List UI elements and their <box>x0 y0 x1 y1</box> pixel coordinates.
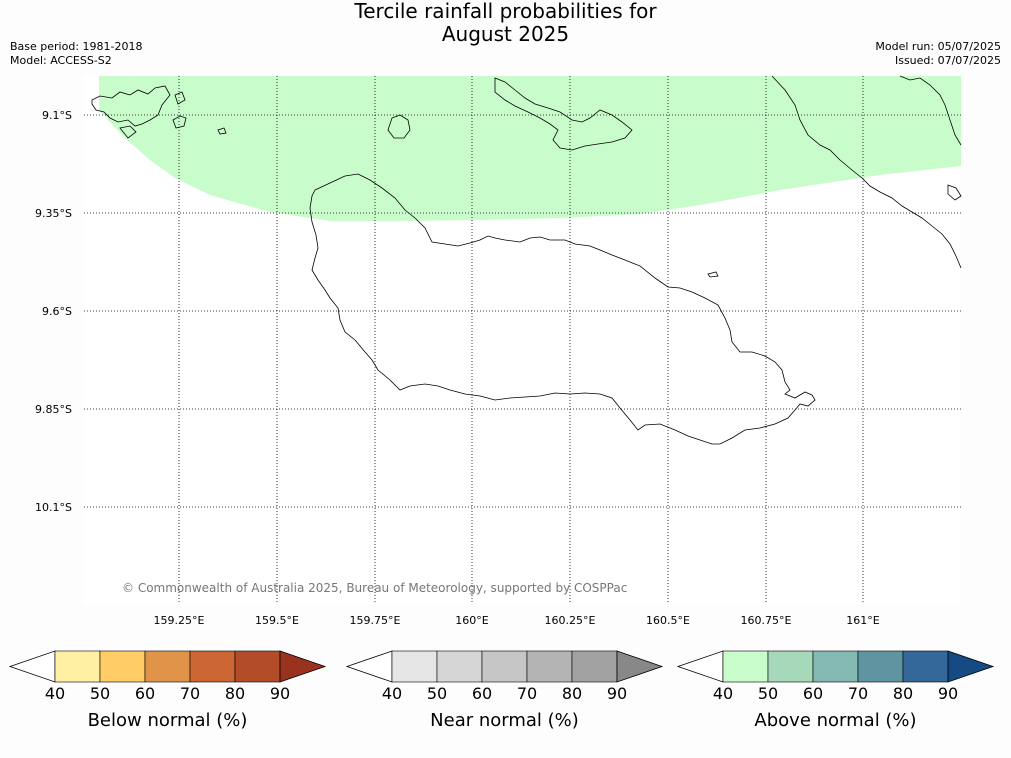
issued-date: Issued: 07/07/2025 <box>894 54 1001 67</box>
colorbar-extension-low <box>676 650 724 683</box>
lat-label: 10.1°S <box>35 501 72 514</box>
coastline-savo-island <box>387 114 411 139</box>
lon-label: 159.25°E <box>154 614 205 627</box>
colorbar-tick-label: 70 <box>848 684 868 703</box>
colorbar-tick-label: 50 <box>758 684 778 703</box>
coastline-nw-islet-2 <box>172 115 187 129</box>
colorbar-tick-label: 80 <box>893 684 913 703</box>
colorbar-segment <box>144 650 191 683</box>
lon-label: 159.5°E <box>255 614 299 627</box>
lon-label: 160°E <box>455 614 488 627</box>
colorbar-segment <box>189 650 236 683</box>
colorbar-segment <box>481 650 528 683</box>
coastline-nw-islet-3 <box>119 125 137 139</box>
colorbar-segment <box>99 650 146 683</box>
colorbar-segment <box>722 650 769 683</box>
colorbar-tick-label: 50 <box>427 684 447 703</box>
colorbar-extension-high <box>947 650 995 683</box>
map-title: Tercile rainfall probabilities for Augus… <box>0 0 1011 46</box>
model-name: Model: ACCESS-S2 <box>10 54 112 67</box>
model-run: Model run: 05/07/2025 <box>875 40 1001 53</box>
colorbar-segment <box>812 650 859 683</box>
base-period: Base period: 1981-2018 <box>10 40 143 53</box>
above-normal-shaded-region <box>99 76 961 221</box>
lat-label: 9.1°S <box>42 109 72 122</box>
coastline-islet-east <box>707 271 719 278</box>
lat-label: 9.6°S <box>42 305 72 318</box>
colorbar-label: Above normal (%) <box>754 710 916 731</box>
lon-label: 160.5°E <box>646 614 690 627</box>
lat-label: 9.85°S <box>35 403 72 416</box>
title-line-1: Tercile rainfall probabilities for <box>354 0 657 23</box>
colorbar-tick-label: 70 <box>180 684 200 703</box>
colorbar-near-normal: 40 50 60 70 80 90 Near normal (%) <box>345 650 664 731</box>
title-line-2: August 2025 <box>441 22 570 46</box>
colorbar-tick-label: 80 <box>562 684 582 703</box>
coastline-florida-islands <box>494 77 633 151</box>
coastline-malaita-north <box>899 75 962 146</box>
lon-label: 159.75°E <box>350 614 401 627</box>
colorbar-below-normal: 40 50 60 70 80 90 Below normal (%) <box>8 650 327 731</box>
colorbar-segment <box>571 650 618 683</box>
colorbar-extension-high <box>616 650 664 683</box>
colorbar-tick-label: 90 <box>270 684 290 703</box>
colorbar-extension-high <box>279 650 327 683</box>
meta-right: Model run: 05/07/2025 Issued: 07/07/2025 <box>875 40 1001 68</box>
lon-label: 161°E <box>846 614 879 627</box>
lon-label: 160.75°E <box>741 614 792 627</box>
colorbar-tick-label: 70 <box>517 684 537 703</box>
coastline-main-island <box>309 173 816 445</box>
colorbar-label: Below normal (%) <box>88 710 248 731</box>
coastlines <box>91 75 962 445</box>
colorbar-segment <box>436 650 483 683</box>
colorbar-above-normal: 40 50 60 70 80 90 Above normal (%) <box>676 650 995 731</box>
colorbar-tick-label: 90 <box>938 684 958 703</box>
colorbar-segment <box>767 650 814 683</box>
colorbar-tick-label: 60 <box>472 684 492 703</box>
coastline-nw-islands <box>91 85 171 127</box>
coastline-islet-se <box>947 184 962 201</box>
map-panel: © Commonwealth of Australia 2025, Bureau… <box>35 75 962 627</box>
colorbar-tick-label: 40 <box>713 684 733 703</box>
colorbar-tick-label: 60 <box>135 684 155 703</box>
colorbar-segment <box>234 650 281 683</box>
lat-label: 9.35°S <box>35 207 72 220</box>
colorbar-segment <box>54 650 101 683</box>
colorbar-extension-low <box>345 650 393 683</box>
coastline-nw-islet-4 <box>217 127 227 135</box>
colorbar-segment <box>857 650 904 683</box>
colorbar-segment <box>526 650 573 683</box>
colorbar-extension-low <box>8 650 56 683</box>
colorbar-tick-label: 60 <box>803 684 823 703</box>
colorbar-tick-label: 80 <box>225 684 245 703</box>
colorbar-segment <box>391 650 438 683</box>
colorbar-label: Near normal (%) <box>430 710 579 731</box>
gridlines <box>84 76 961 604</box>
copyright-notice: © Commonwealth of Australia 2025, Bureau… <box>122 581 627 595</box>
coastline-nw-islet-1 <box>174 91 186 105</box>
colorbar-tick-label: 90 <box>607 684 627 703</box>
coastline-malaita <box>771 75 962 269</box>
lon-label: 160.25°E <box>545 614 596 627</box>
colorbar-segment <box>902 650 949 683</box>
colorbar-tick-label: 40 <box>382 684 402 703</box>
colorbar-tick-label: 40 <box>45 684 65 703</box>
colorbar-tick-label: 50 <box>90 684 110 703</box>
meta-left: Base period: 1981-2018 Model: ACCESS-S2 <box>10 40 142 68</box>
colorbars: 40 50 60 70 80 90 Below normal (%) 40 50 60 70 80 90… <box>8 650 995 731</box>
